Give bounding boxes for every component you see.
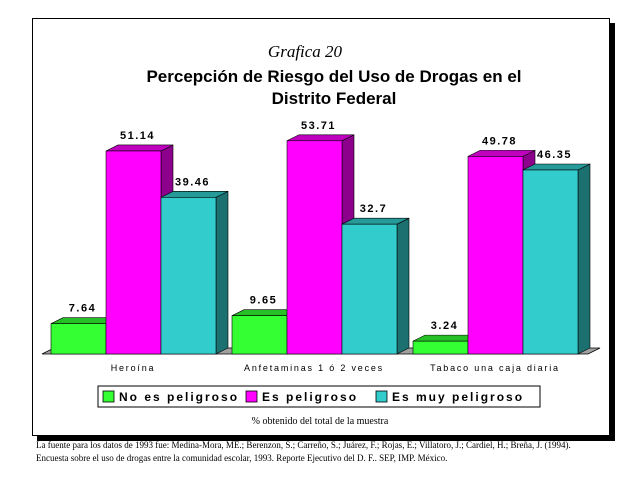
footnote-line-1: La fuente para los datos de 1993 fue: Me… <box>36 440 571 450</box>
bar <box>341 223 398 355</box>
bar-top <box>522 163 591 171</box>
data-label: 7.64 <box>69 303 96 315</box>
bar <box>231 315 288 355</box>
x-axis-label: % obtenido del total de la muestra <box>252 416 389 427</box>
bar-top <box>467 150 536 157</box>
bar <box>467 156 524 355</box>
footnote-line-2: Encuesta sobre el uso de drogas entre la… <box>36 453 448 463</box>
bar <box>286 140 343 355</box>
data-label: 46.35 <box>537 149 572 161</box>
x-tick-label: Anfetaminas 1 ó 2 veces <box>244 363 384 373</box>
data-label: 49.78 <box>482 135 517 147</box>
legend-box <box>97 385 541 408</box>
data-label: 9.65 <box>250 295 277 307</box>
chart-subtitle-line-1: Percepción de Riesgo del Uso de Drogas e… <box>146 67 521 86</box>
legend-label: Es peligroso <box>262 390 358 404</box>
chart-title: Grafica 20 <box>268 42 343 61</box>
bar <box>105 150 162 355</box>
bar-side <box>215 190 229 355</box>
bar <box>160 197 217 355</box>
x-tick-label: Heroína <box>111 363 156 373</box>
data-label: 53.71 <box>301 120 336 132</box>
bar <box>522 169 579 355</box>
bar-top <box>105 144 174 152</box>
legend-label: Es muy peligroso <box>392 390 524 404</box>
bar-top <box>286 134 355 142</box>
legend-swatch <box>102 390 115 403</box>
bar-side <box>396 217 410 355</box>
data-label: 3.24 <box>431 320 458 332</box>
legend-label: No es peligroso <box>119 390 239 404</box>
legend-swatch <box>245 390 258 403</box>
data-label: 39.46 <box>175 176 210 188</box>
data-label: 32.7 <box>360 203 387 215</box>
chart-subtitle-line-2: Distrito Federal <box>272 89 397 108</box>
bar-top <box>341 217 410 225</box>
bar <box>412 340 469 355</box>
legend-swatch <box>375 390 388 403</box>
data-label: 51.14 <box>120 130 155 142</box>
x-tick-label: Tabaco una caja diaria <box>430 363 560 373</box>
bar <box>50 323 107 355</box>
bar-top <box>160 191 229 198</box>
bar-side <box>577 163 591 355</box>
